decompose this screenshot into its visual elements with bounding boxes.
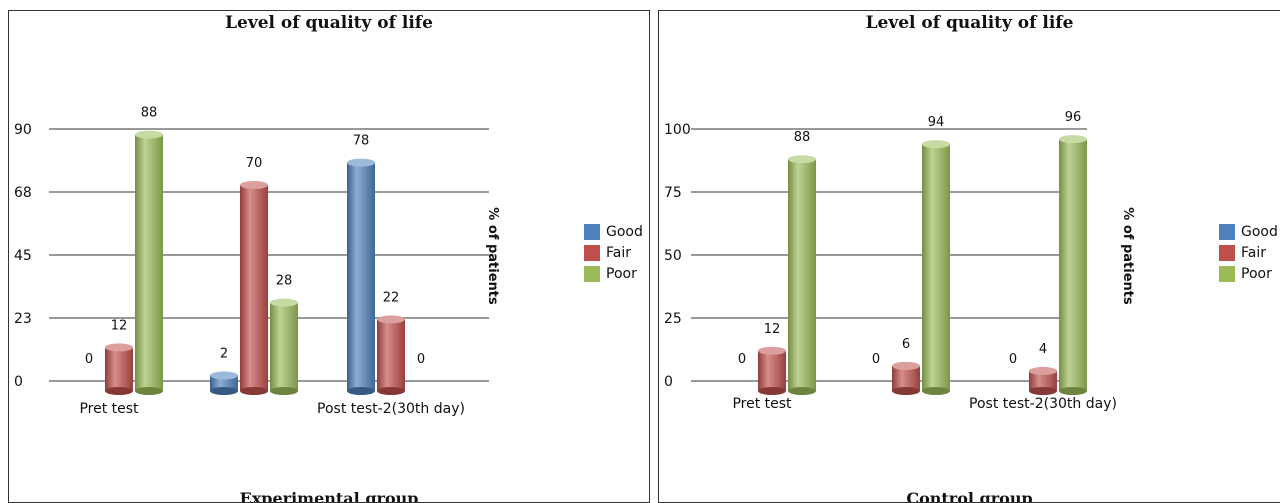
legend-item-poor: Poor xyxy=(584,263,643,284)
legend-item-poor: Poor xyxy=(1219,263,1278,284)
y-tick-label: 0 xyxy=(664,374,673,390)
category-label: Pret test xyxy=(732,396,792,412)
data-label: 4 xyxy=(1039,342,1047,357)
y-tick-label: 0 xyxy=(14,374,23,390)
chart-title: Level of quality of life xyxy=(225,13,433,33)
experimental-chart-panel: Level of quality of life 0 23 45 68 90 0 2 78 12… xyxy=(8,10,650,503)
bar-fair-2 xyxy=(1029,366,1057,395)
data-label: 0 xyxy=(872,352,880,367)
legend-item-good: Good xyxy=(1219,221,1278,242)
category-label: Pret test xyxy=(79,401,139,417)
y-tick-label: 68 xyxy=(14,185,32,201)
data-label: 70 xyxy=(246,156,263,171)
y-tick-label: 75 xyxy=(664,185,682,201)
bar-poor-2 xyxy=(1059,135,1087,395)
legend-swatch-poor xyxy=(1219,265,1235,282)
legend-label-fair: Fair xyxy=(606,244,631,261)
legend-label-poor: Poor xyxy=(1241,265,1272,282)
y-tick-label: 23 xyxy=(14,311,32,327)
bar-fair-0 xyxy=(105,343,133,395)
legend-swatch-fair xyxy=(1219,244,1235,261)
data-label: 22 xyxy=(383,290,400,305)
data-label: 12 xyxy=(764,322,781,337)
legend-label-poor: Poor xyxy=(606,265,637,282)
experimental-chart-plot: 0 23 45 68 90 0 2 78 12 70 22 88 28 0 Pret test Post te… xyxy=(14,106,500,417)
data-label: 0 xyxy=(738,352,746,367)
bar-fair-1 xyxy=(892,361,920,395)
legend-swatch-good xyxy=(1219,223,1235,240)
y-axis-label: % of patients xyxy=(485,207,500,305)
control-chart-plot: 0 25 50 75 100 0 0 0 12 6 4 88 94 96 Pret test Post tes… xyxy=(664,110,1135,412)
bar-poor-1 xyxy=(922,140,950,395)
legend-item-good: Good xyxy=(584,221,643,242)
data-label: 0 xyxy=(85,352,93,367)
y-tick-label: 25 xyxy=(664,311,682,327)
bar-poor-0 xyxy=(135,130,163,395)
legend-swatch-good xyxy=(584,223,600,240)
legend-item-fair: Fair xyxy=(1219,242,1278,263)
data-label: 88 xyxy=(794,130,811,145)
y-tick-label: 50 xyxy=(664,248,682,264)
bar-fair-1 xyxy=(240,181,268,395)
group-title: Control group xyxy=(906,489,1033,503)
data-label: 94 xyxy=(928,115,945,130)
data-label: 6 xyxy=(902,337,910,352)
category-label: Post test-2(30th day) xyxy=(969,396,1117,412)
data-label: 0 xyxy=(1009,352,1017,367)
category-label: Post test-2(30th day) xyxy=(317,401,465,417)
data-label: 2 xyxy=(220,346,228,361)
bar-fair-0 xyxy=(758,346,786,395)
chart-title: Level of quality of life xyxy=(865,13,1074,33)
y-tick-label: 100 xyxy=(664,122,691,138)
legend-item-fair: Fair xyxy=(584,242,643,263)
legend-swatch-poor xyxy=(584,265,600,282)
data-label: 78 xyxy=(353,134,370,149)
bar-good-2 xyxy=(347,158,375,395)
data-label: 88 xyxy=(141,106,158,121)
data-label: 96 xyxy=(1065,110,1082,125)
control-chart-panel: Level of quality of life 0 25 50 75 100 0 0 0 12… xyxy=(658,10,1280,503)
data-label: 28 xyxy=(276,274,293,289)
y-tick-label: 45 xyxy=(14,248,32,264)
legend-label-good: Good xyxy=(606,223,643,240)
data-label: 12 xyxy=(111,318,128,333)
y-tick-label: 90 xyxy=(14,122,32,138)
data-label: 0 xyxy=(417,352,425,367)
control-legend: Good Fair Poor xyxy=(1219,221,1278,284)
bar-poor-1 xyxy=(270,298,298,395)
bar-poor-0 xyxy=(788,155,816,395)
legend-label-fair: Fair xyxy=(1241,244,1266,261)
legend-label-good: Good xyxy=(1241,223,1278,240)
y-axis-label: % of patients xyxy=(1120,207,1135,305)
legend-swatch-fair xyxy=(584,244,600,261)
experimental-legend: Good Fair Poor xyxy=(584,221,643,284)
bar-fair-2 xyxy=(377,315,405,395)
group-title: Experimental group xyxy=(239,489,419,503)
bar-good-1 xyxy=(210,371,238,395)
